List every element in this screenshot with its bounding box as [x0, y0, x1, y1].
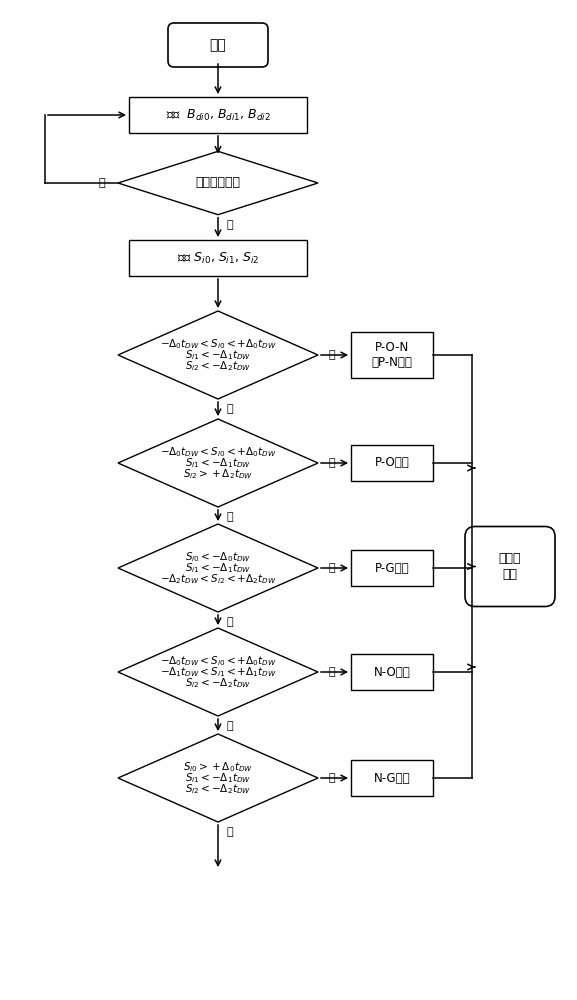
Text: $S_{i1} < -\Delta_1 t_{DW}$: $S_{i1} < -\Delta_1 t_{DW}$ [185, 348, 251, 362]
Bar [351, 654, 433, 690]
Text: 否: 否 [227, 827, 233, 837]
Text: $-\Delta_0 t_{DW} < S_{i0} <+\Delta_0 t_{DW}$: $-\Delta_0 t_{DW} < S_{i0} <+\Delta_0 t_… [160, 337, 276, 351]
Bar [351, 760, 433, 796]
Bar [129, 97, 307, 133]
Polygon shape [118, 628, 318, 716]
Bar [129, 240, 307, 276]
Bar [351, 332, 433, 378]
Text: 否: 否 [227, 617, 233, 627]
Text: 是: 是 [227, 220, 233, 230]
Polygon shape [118, 419, 318, 507]
Text: 是: 是 [329, 563, 335, 573]
Text: $S_{i2} > +\Delta_2 t_{DW}$: $S_{i2} > +\Delta_2 t_{DW}$ [183, 467, 253, 481]
Text: 是: 是 [329, 773, 335, 783]
Text: 否: 否 [227, 721, 233, 731]
Text: 计算 $S_{i0}$, $S_{i1}$, $S_{i2}$: 计算 $S_{i0}$, $S_{i1}$, $S_{i2}$ [177, 250, 259, 266]
Text: $-\Delta_0 t_{DW} < S_{i0} <+\Delta_0 t_{DW}$: $-\Delta_0 t_{DW} < S_{i0} <+\Delta_0 t_… [160, 445, 276, 459]
Text: $S_{i1} < -\Delta_1 t_{DW}$: $S_{i1} < -\Delta_1 t_{DW}$ [185, 456, 251, 470]
Text: $-\Delta_2 t_{DW} < S_{i2} < +\Delta_2 t_{DW}$: $-\Delta_2 t_{DW} < S_{i2} < +\Delta_2 t… [160, 572, 276, 586]
Bar [351, 550, 433, 586]
Polygon shape [118, 524, 318, 612]
Text: $S_{i2} < -\Delta_2 t_{DW}$: $S_{i2} < -\Delta_2 t_{DW}$ [185, 359, 251, 373]
Text: 是: 是 [329, 350, 335, 360]
Text: P-O故障: P-O故障 [374, 456, 409, 470]
FancyBboxPatch shape [168, 23, 268, 67]
Text: $S_{i1} < -\Delta_1 t_{DW}$: $S_{i1} < -\Delta_1 t_{DW}$ [185, 771, 251, 785]
Bar [351, 445, 433, 481]
Polygon shape [118, 311, 318, 399]
Text: P-O-N
或P-N故障: P-O-N 或P-N故障 [372, 341, 413, 369]
Text: 是: 是 [329, 667, 335, 677]
Text: 否: 否 [227, 512, 233, 522]
Text: P-G故障: P-G故障 [374, 562, 409, 574]
Text: 断路器
跳闸: 断路器 跳闸 [499, 552, 521, 580]
FancyBboxPatch shape [465, 526, 555, 606]
Text: $S_{i2} < -\Delta_2 t_{DW}$: $S_{i2} < -\Delta_2 t_{DW}$ [185, 676, 251, 690]
Text: 开始: 开始 [209, 38, 226, 52]
Polygon shape [118, 734, 318, 822]
Text: 否: 否 [227, 404, 233, 414]
Text: $S_{i0} > +\Delta_0 t_{DW}$: $S_{i0} > +\Delta_0 t_{DW}$ [183, 760, 253, 774]
Text: $S_{i1} < -\Delta_1 t_{DW}$: $S_{i1} < -\Delta_1 t_{DW}$ [185, 561, 251, 575]
Text: $S_{i0} < -\Delta_0 t_{DW}$: $S_{i0} < -\Delta_0 t_{DW}$ [185, 550, 251, 564]
Text: N-G故障: N-G故障 [374, 772, 410, 784]
Text: $-\Delta_1 t_{DW} < S_{i1} < +\Delta_1 t_{DW}$: $-\Delta_1 t_{DW} < S_{i1} < +\Delta_1 t… [160, 665, 276, 679]
Text: $-\Delta_0 t_{DW} < S_{i0} < +\Delta_0 t_{DW}$: $-\Delta_0 t_{DW} < S_{i0} < +\Delta_0 t… [160, 654, 276, 668]
Text: N-O故障: N-O故障 [374, 666, 410, 678]
Text: 启动判据启动: 启动判据启动 [196, 176, 241, 190]
Text: 否: 否 [99, 178, 106, 188]
Text: 是: 是 [329, 458, 335, 468]
Text: $S_{i2} < -\Delta_2 t_{DW}$: $S_{i2} < -\Delta_2 t_{DW}$ [185, 782, 251, 796]
Text: 计算  $B_{di0}$, $B_{di1}$, $B_{di2}$: 计算 $B_{di0}$, $B_{di1}$, $B_{di2}$ [166, 107, 271, 123]
Polygon shape [118, 151, 318, 215]
